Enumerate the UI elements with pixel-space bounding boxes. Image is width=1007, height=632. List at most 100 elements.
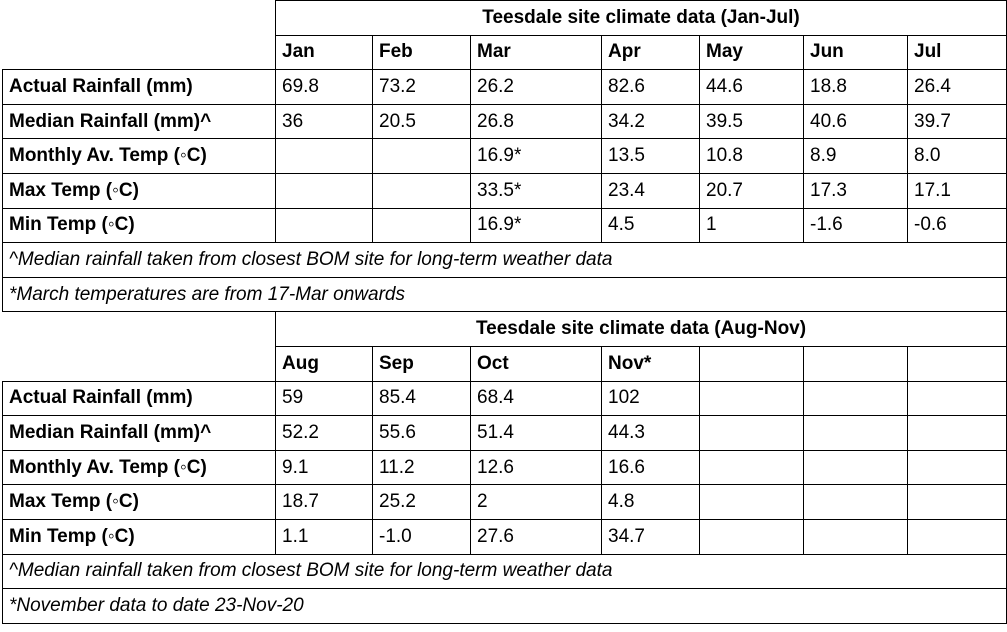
data-cell: -0.6 [907, 207, 1007, 244]
month-header: Apr [601, 34, 700, 71]
footnote: *March temperatures are from 17-Mar onwa… [2, 276, 1007, 313]
data-cell: 85.4 [372, 380, 471, 417]
row-label: Median Rainfall (mm)^ [2, 103, 276, 140]
footnote-row: *March temperatures are from 17-Mar onwa… [2, 276, 1007, 313]
table-row: Actual Rainfall (mm) 59 85.4 68.4 102 [2, 380, 1007, 417]
data-cell [699, 449, 804, 486]
blank-corner-cell [2, 0, 276, 36]
data-cell: 4.8 [601, 484, 700, 520]
month-header: Jan [275, 34, 373, 71]
month-header: Sep [372, 345, 471, 382]
month-header: Oct [470, 345, 602, 382]
data-cell: -1.6 [803, 207, 908, 244]
table-row: Max Temp (◦C) 33.5* 23.4 20.7 17.3 17.1 [2, 172, 1007, 209]
data-cell: 52.2 [275, 415, 373, 451]
data-cell [803, 415, 908, 451]
data-cell: 40.6 [803, 103, 908, 140]
data-cell: 4.5 [601, 207, 700, 244]
table-row: Monthly Av. Temp (◦C) 16.9* 13.5 10.8 8.… [2, 138, 1007, 174]
row-label: Monthly Av. Temp (◦C) [2, 449, 276, 486]
footnote-row: *November data to date 23-Nov-20 [2, 588, 1007, 624]
data-cell: 1.1 [275, 518, 373, 555]
data-cell [275, 138, 373, 174]
month-header: Aug [275, 345, 373, 382]
data-cell: 17.3 [803, 172, 908, 209]
data-cell: 2 [470, 484, 602, 520]
month-header-row: Aug Sep Oct Nov* [2, 345, 1007, 382]
row-label: Monthly Av. Temp (◦C) [2, 138, 276, 174]
data-cell: 34.2 [601, 103, 700, 140]
data-cell: 55.6 [372, 415, 471, 451]
table-row: Monthly Av. Temp (◦C) 9.1 11.2 12.6 16.6 [2, 449, 1007, 486]
data-cell: 18.8 [803, 69, 908, 105]
data-cell: 12.6 [470, 449, 602, 486]
data-cell: 59 [275, 380, 373, 417]
data-cell: 16.9* [470, 138, 602, 174]
section-title-row: Teesdale site climate data (Jan-Jul) [2, 0, 1007, 36]
footnote-row: ^Median rainfall taken from closest BOM … [2, 242, 1007, 278]
footnote: ^Median rainfall taken from closest BOM … [2, 242, 1007, 278]
data-cell [699, 484, 804, 520]
data-cell: 9.1 [275, 449, 373, 486]
table-row: Median Rainfall (mm)^ 52.2 55.6 51.4 44.… [2, 415, 1007, 451]
data-cell: 20.5 [372, 103, 471, 140]
month-header [803, 345, 908, 382]
data-cell: 13.5 [601, 138, 700, 174]
data-cell: 39.5 [699, 103, 804, 140]
footnote-row: ^Median rainfall taken from closest BOM … [2, 553, 1007, 590]
data-cell [275, 172, 373, 209]
table-row: Median Rainfall (mm)^ 36 20.5 26.8 34.2 … [2, 103, 1007, 140]
section-title: Teesdale site climate data (Aug-Nov) [275, 311, 1007, 347]
data-cell: 73.2 [372, 69, 471, 105]
month-header: Jun [803, 34, 908, 71]
data-cell [372, 138, 471, 174]
data-cell: 36 [275, 103, 373, 140]
data-cell: -1.0 [372, 518, 471, 555]
blank-corner-cell [2, 346, 276, 382]
data-cell: 16.6 [601, 449, 700, 486]
row-label: Median Rainfall (mm)^ [2, 415, 276, 451]
blank-corner-cell [2, 35, 276, 70]
month-header: Feb [372, 34, 471, 71]
data-cell [699, 518, 804, 555]
footnote: ^Median rainfall taken from closest BOM … [2, 553, 1007, 590]
row-label: Actual Rainfall (mm) [2, 380, 276, 417]
month-header [699, 345, 804, 382]
row-label: Min Temp (◦C) [2, 518, 276, 555]
data-cell [803, 380, 908, 417]
data-cell [372, 207, 471, 244]
data-cell [699, 415, 804, 451]
data-cell [372, 172, 471, 209]
row-label: Max Temp (◦C) [2, 172, 276, 209]
data-cell [803, 449, 908, 486]
month-header: May [699, 34, 804, 71]
data-cell: 51.4 [470, 415, 602, 451]
data-cell: 25.2 [372, 484, 471, 520]
data-cell: 27.6 [470, 518, 602, 555]
data-cell: 8.0 [907, 138, 1007, 174]
data-cell: 102 [601, 380, 700, 417]
data-cell: 16.9* [470, 207, 602, 244]
table-row: Min Temp (◦C) 16.9* 4.5 1 -1.6 -0.6 [2, 207, 1007, 244]
month-header [907, 345, 1007, 382]
table-row: Min Temp (◦C) 1.1 -1.0 27.6 34.7 [2, 518, 1007, 555]
data-cell: 44.6 [699, 69, 804, 105]
data-cell: 1 [699, 207, 804, 244]
data-cell [907, 380, 1007, 417]
data-cell [907, 449, 1007, 486]
month-header: Jul [907, 34, 1007, 71]
data-cell: 17.1 [907, 172, 1007, 209]
data-cell: 33.5* [470, 172, 602, 209]
data-cell: 39.7 [907, 103, 1007, 140]
month-header: Mar [470, 34, 602, 71]
data-cell [907, 415, 1007, 451]
section-title-row: Teesdale site climate data (Aug-Nov) [2, 311, 1007, 347]
data-cell [907, 484, 1007, 520]
data-cell: 20.7 [699, 172, 804, 209]
month-header: Nov* [601, 345, 700, 382]
data-cell [803, 484, 908, 520]
row-label: Min Temp (◦C) [2, 207, 276, 244]
data-cell: 26.8 [470, 103, 602, 140]
data-cell: 68.4 [470, 380, 602, 417]
